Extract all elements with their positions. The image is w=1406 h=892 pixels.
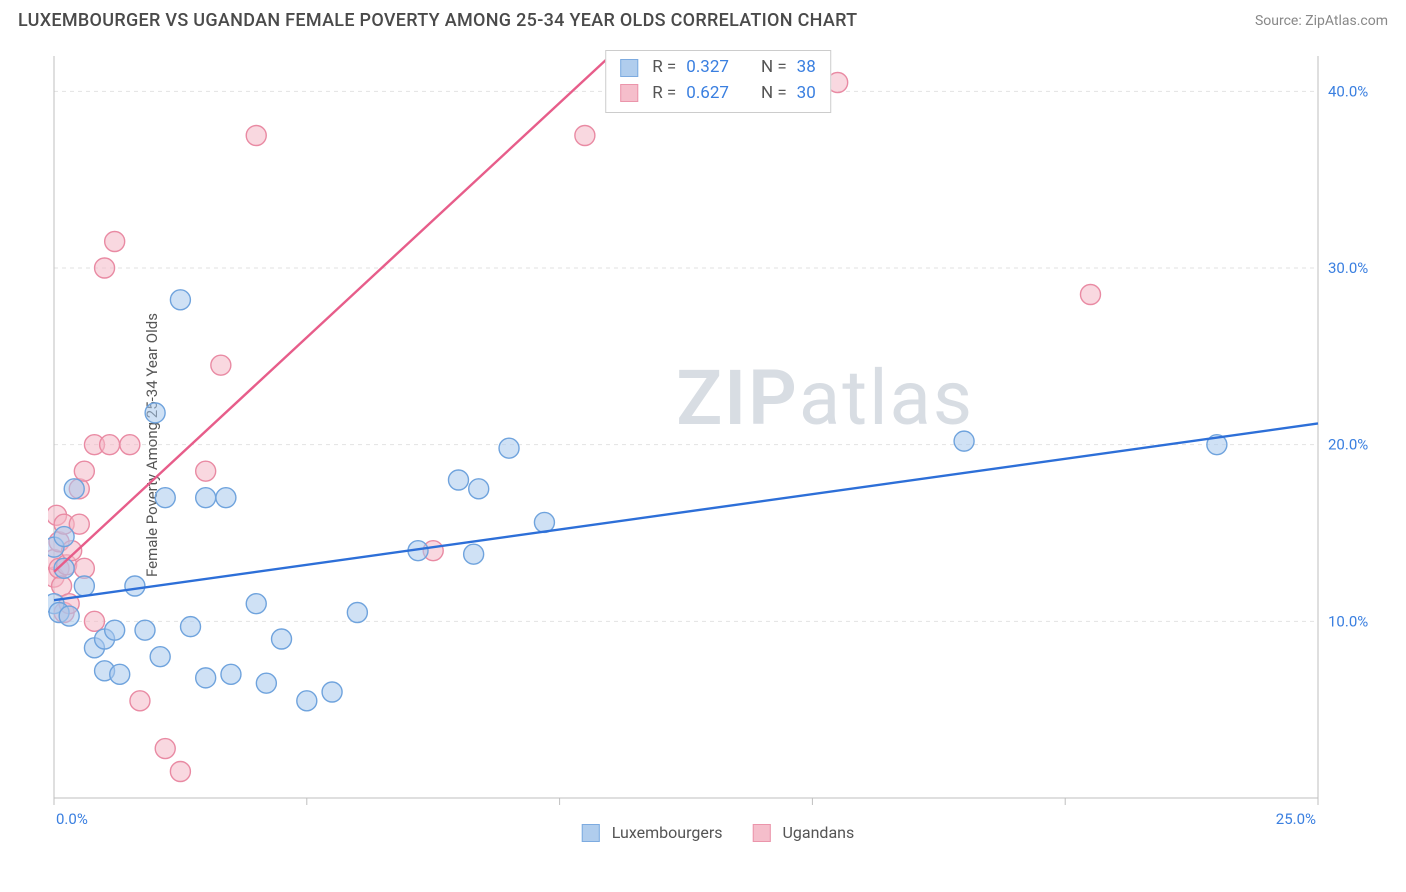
- n-label: N =: [761, 81, 787, 107]
- svg-text:30.0%: 30.0%: [1328, 259, 1368, 277]
- r-value-0: 0.327: [686, 55, 729, 81]
- legend-label-1: Ugandans: [783, 823, 855, 842]
- svg-text:0.0%: 0.0%: [56, 810, 88, 828]
- legend-swatch-1: [753, 824, 771, 842]
- stats-row-series-1: R = 0.627 N = 30: [620, 81, 816, 107]
- r-label: R =: [652, 81, 676, 107]
- swatch-series-0: [620, 59, 638, 77]
- r-value-1: 0.627: [686, 81, 729, 107]
- n-value-0: 38: [797, 55, 816, 81]
- swatch-series-1: [620, 84, 638, 102]
- chart-title: LUXEMBOURGER VS UGANDAN FEMALE POVERTY A…: [18, 10, 857, 31]
- legend-label-0: Luxembourgers: [612, 823, 723, 842]
- legend-item-0: Luxembourgers: [582, 823, 723, 842]
- r-label: R =: [652, 55, 676, 81]
- chart-header: LUXEMBOURGER VS UGANDAN FEMALE POVERTY A…: [0, 0, 1406, 39]
- stats-legend-box: R = 0.327 N = 38 R = 0.627 N = 30: [605, 50, 831, 113]
- svg-text:20.0%: 20.0%: [1328, 436, 1368, 454]
- svg-text:25.0%: 25.0%: [1276, 810, 1316, 828]
- source-name: ZipAtlas.com: [1305, 13, 1388, 29]
- scatter-plot: 10.0% 20.0% 30.0% 40.0% 0.0% 25.0%: [48, 50, 1388, 840]
- source-label: Source: ZipAtlas.com: [1255, 13, 1388, 29]
- legend-item-1: Ugandans: [753, 823, 855, 842]
- bottom-legend: Luxembourgers Ugandans: [582, 823, 854, 842]
- n-value-1: 30: [797, 81, 816, 107]
- chart-area: Female Poverty Among 25-34 Year Olds ZIP…: [48, 50, 1388, 840]
- source-prefix: Source:: [1255, 13, 1305, 29]
- stats-row-series-0: R = 0.327 N = 38: [620, 55, 816, 81]
- n-label: N =: [761, 55, 787, 81]
- legend-swatch-0: [582, 824, 600, 842]
- svg-text:10.0%: 10.0%: [1328, 612, 1368, 630]
- svg-text:40.0%: 40.0%: [1328, 82, 1368, 100]
